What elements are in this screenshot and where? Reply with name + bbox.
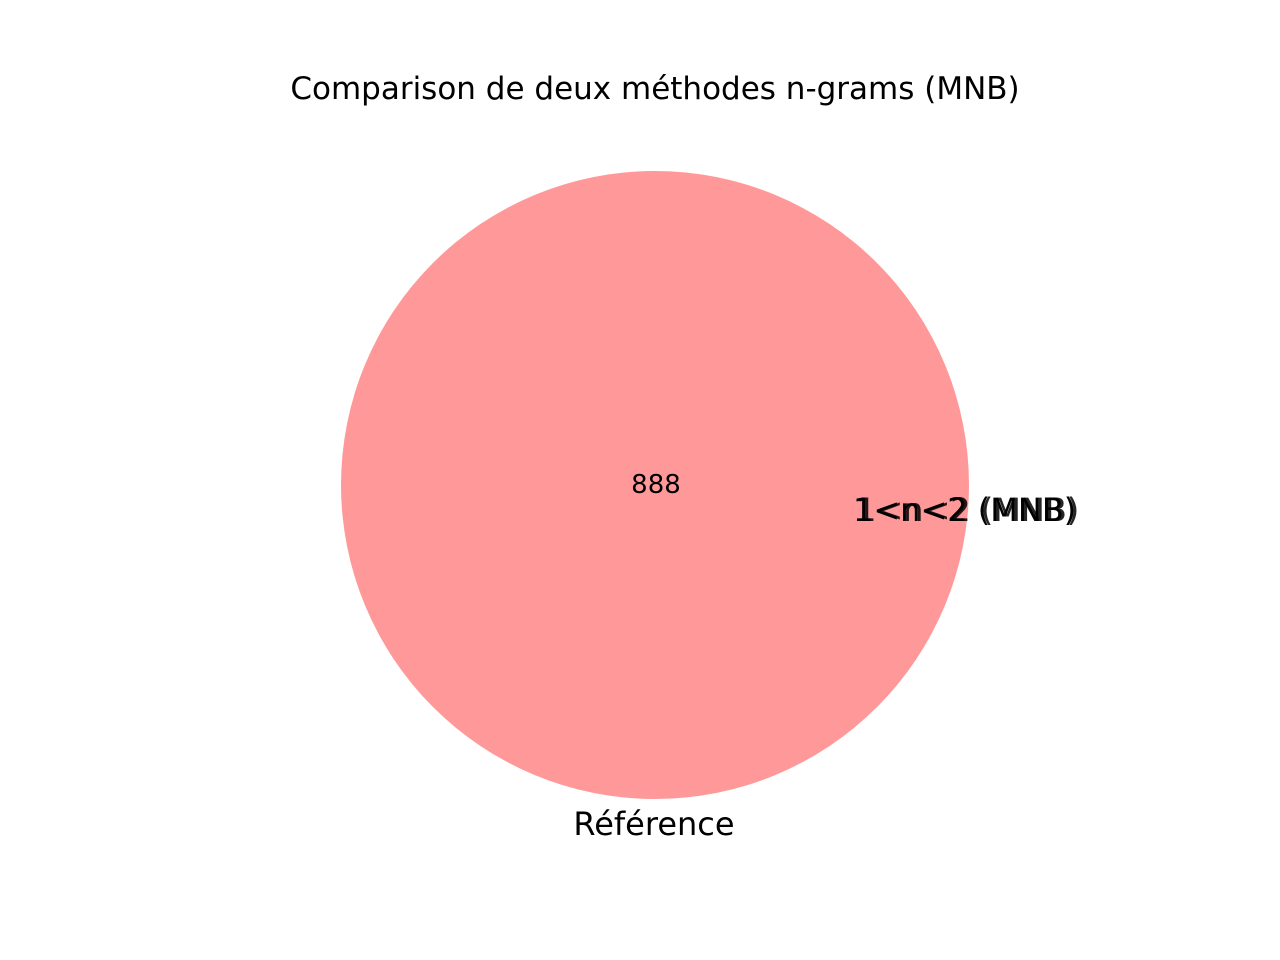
venn-region-reference-only-count: 888 xyxy=(631,470,681,500)
set-label-reference: Référence xyxy=(573,805,734,843)
set-label-second-method-overlap: 1<n<2 (MNB) xyxy=(856,491,1079,529)
set-label-second-method: 1<n<2 (MNB) xyxy=(853,491,1076,529)
venn-circle-reference xyxy=(341,171,969,799)
chart-title: Comparison de deux méthodes n-grams (MNB… xyxy=(290,71,1019,107)
